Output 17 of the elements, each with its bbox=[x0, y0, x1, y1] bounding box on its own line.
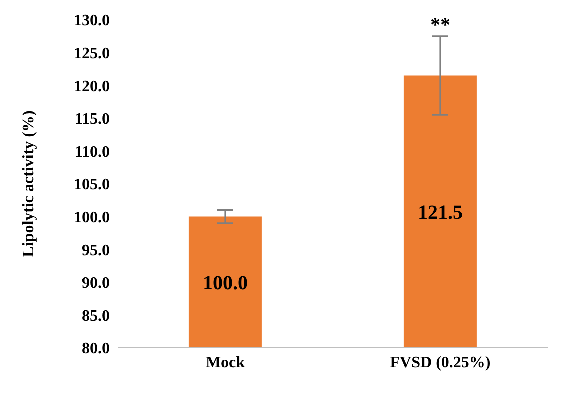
annotation: ** bbox=[430, 14, 450, 36]
x-tick-label: Mock bbox=[206, 354, 246, 372]
y-axis-title: Lipolytic activity (%) bbox=[20, 110, 38, 258]
y-tick-label: 115.0 bbox=[74, 111, 110, 128]
y-tick-label: 105.0 bbox=[74, 176, 110, 194]
y-tick-label: 100.0 bbox=[74, 209, 110, 226]
y-tick-label: 120.0 bbox=[74, 78, 110, 96]
y-tick-label: 80.0 bbox=[82, 340, 110, 358]
data-label: 100.0 bbox=[202, 272, 248, 294]
y-tick-label: 95.0 bbox=[82, 242, 110, 260]
x-tick-label: FVSD (0.25%) bbox=[390, 354, 491, 372]
data-label: 121.5 bbox=[418, 202, 463, 224]
y-tick-label: 125.0 bbox=[74, 45, 110, 62]
y-tick-label: 85.0 bbox=[82, 308, 110, 325]
y-tick-label: 130.0 bbox=[74, 12, 110, 30]
y-tick-label: 90.0 bbox=[82, 275, 110, 292]
y-tick-label: 110.0 bbox=[74, 144, 110, 161]
